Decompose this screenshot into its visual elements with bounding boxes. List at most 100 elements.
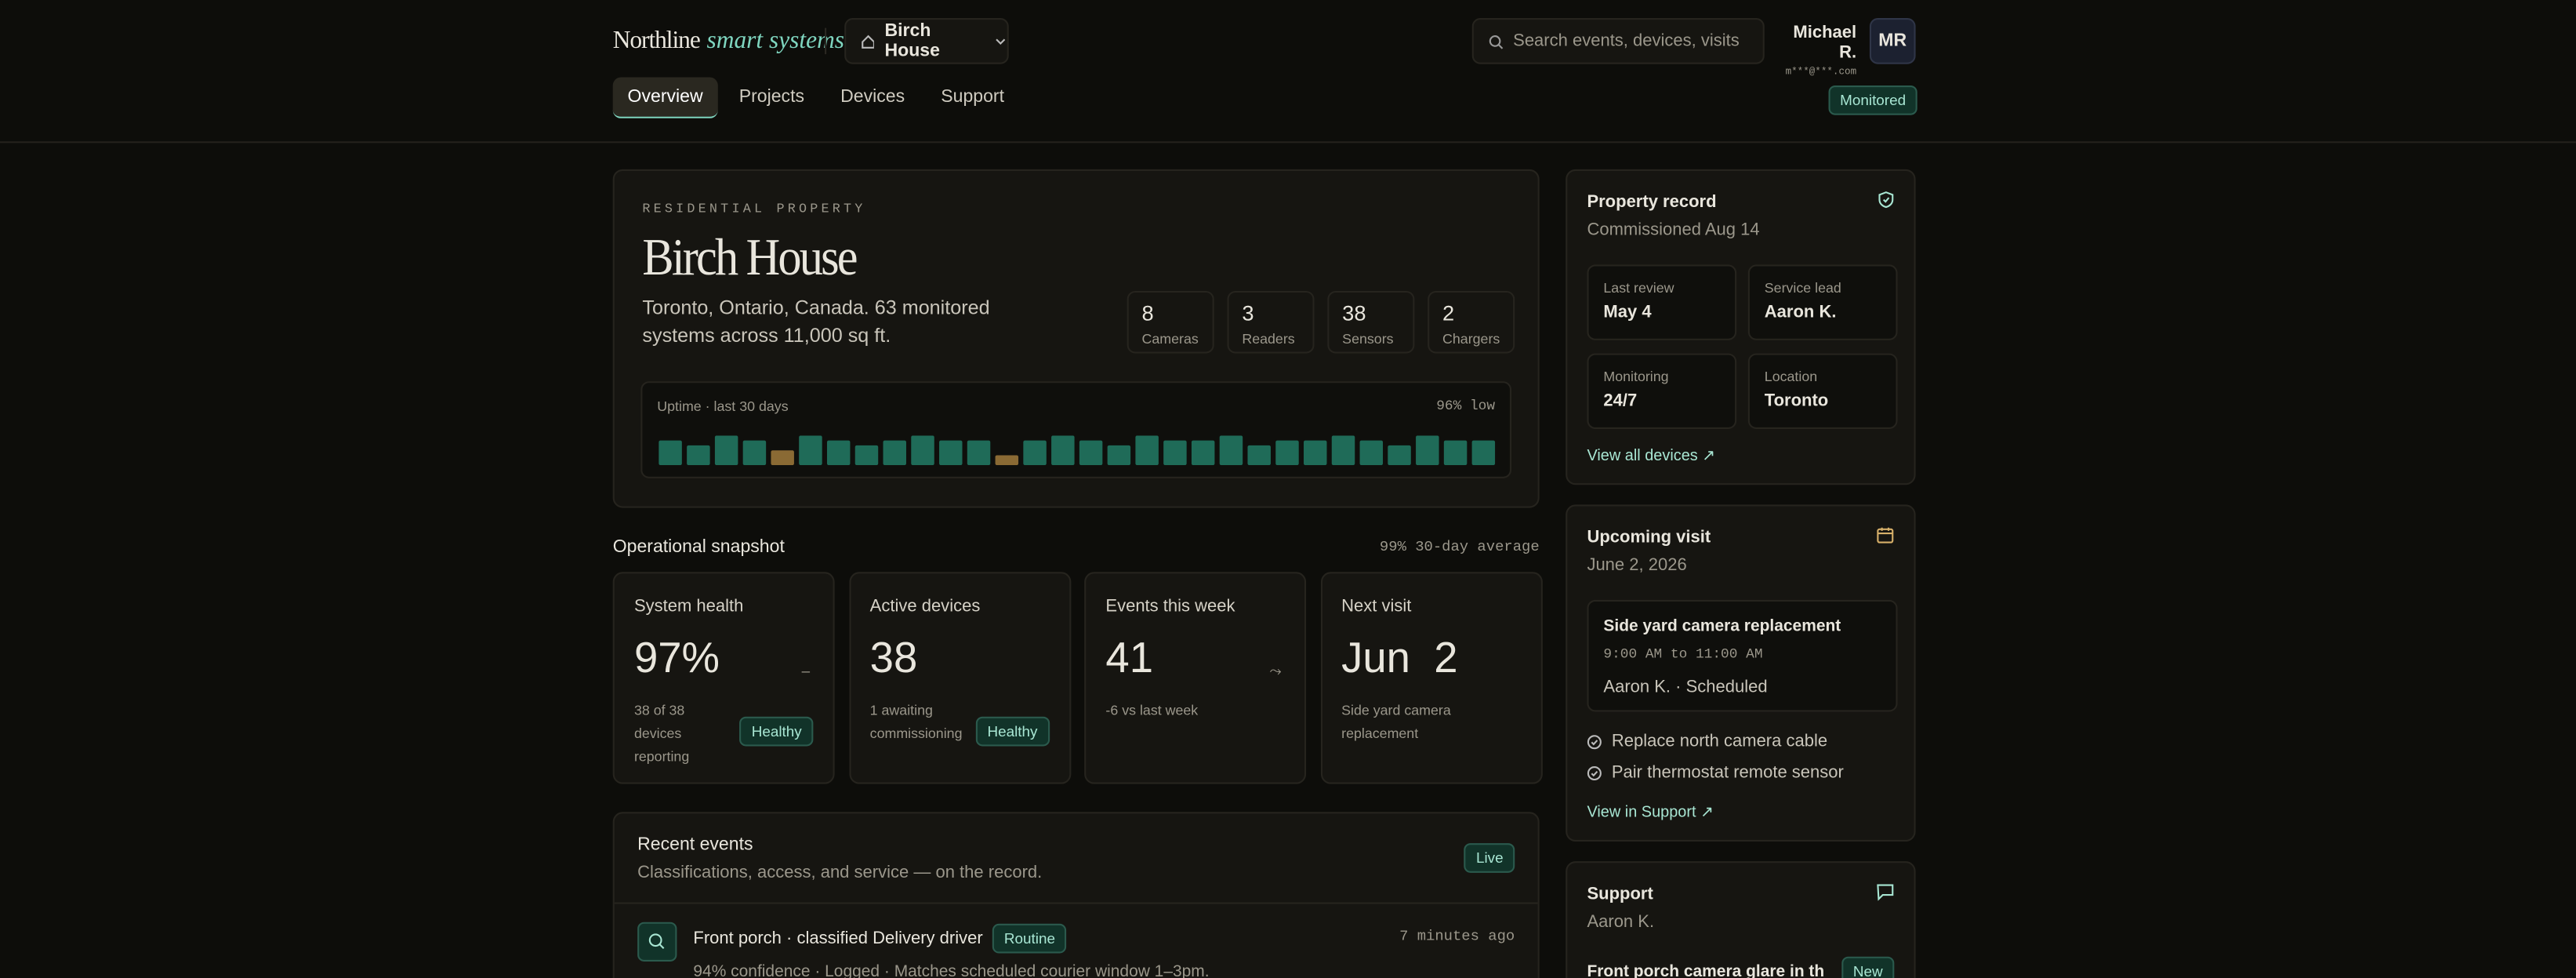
event-icon bbox=[637, 922, 677, 962]
uptime-bar bbox=[939, 440, 963, 466]
uptime-panel: Uptime · last 30 days 96% low bbox=[640, 381, 1512, 478]
uptime-bar bbox=[911, 435, 934, 466]
card-badge: Healthy bbox=[975, 716, 1050, 747]
record-subtitle: Commissioned Aug 14 bbox=[1587, 220, 1760, 240]
field-value: May 4 bbox=[1603, 302, 1652, 322]
record-link[interactable]: View all devices ↗ bbox=[1587, 447, 1715, 466]
tab[interactable]: Devices bbox=[840, 87, 905, 107]
task: Replace north camera cable bbox=[1587, 732, 1827, 751]
stat: 38 Sensors bbox=[1327, 290, 1415, 354]
uptime-bar bbox=[854, 445, 879, 466]
uptime-bar bbox=[1359, 440, 1384, 466]
support-card: Support Aaron K. Front porch camera glar… bbox=[1566, 861, 1916, 978]
uptime-bar bbox=[1163, 440, 1187, 466]
snapshot-card: Next visit Jun 2 Side yard camera replacem… bbox=[1319, 572, 1542, 784]
support-item[interactable]: Front porch camera glare in th... bbox=[1587, 963, 1826, 978]
link-text: View in Support bbox=[1587, 803, 1696, 822]
field-value: 24/7 bbox=[1603, 391, 1638, 411]
card-title: Next visit bbox=[1341, 596, 1412, 616]
divider bbox=[614, 902, 1538, 904]
card-note: 1 awaiting commissioning bbox=[869, 701, 963, 742]
uptime-bar bbox=[1051, 435, 1075, 466]
uptime-bar bbox=[1247, 445, 1271, 466]
stat-label: Readers bbox=[1242, 330, 1295, 347]
check-circle bbox=[1587, 734, 1602, 749]
property-switch[interactable]: Birch House bbox=[844, 18, 1009, 64]
visit-box[interactable]: Side yard camera replacement 9:00 AM to … bbox=[1587, 599, 1898, 712]
brand[interactable]: Northline smart systems bbox=[613, 27, 844, 56]
tab[interactable]: Support bbox=[941, 87, 1004, 107]
card-note: 38 of 38 devices reporting bbox=[633, 701, 690, 765]
card-note: Side yard camera replacement bbox=[1341, 701, 1451, 742]
uptime-bar bbox=[1107, 445, 1131, 466]
card-value: Jun 2 bbox=[1341, 632, 1458, 682]
divider bbox=[825, 27, 827, 55]
tabs: Overview Projects Devices Support bbox=[612, 77, 1019, 118]
event-detail: 94% confidence · Logged · Matches schedu… bbox=[693, 963, 1210, 978]
visit-time: 9:00 AM to 11:00 AM bbox=[1603, 645, 1763, 663]
property-name: Birch House bbox=[884, 21, 940, 61]
tab[interactable]: Overview bbox=[612, 77, 718, 118]
uptime-bar bbox=[967, 440, 991, 466]
event-row[interactable]: Front porch · classified Delivery driver… bbox=[693, 923, 1067, 954]
field-label: Location bbox=[1764, 368, 1818, 385]
visit-meta: Aaron K. · Scheduled bbox=[1603, 677, 1768, 697]
visit-card: Upcoming visit June 2, 2026 Side yard ca… bbox=[1566, 504, 1916, 842]
card-title: Active devices bbox=[869, 596, 981, 616]
uptime-bar bbox=[1388, 445, 1411, 466]
snapshot-title: Operational snapshot bbox=[612, 537, 785, 558]
hero-title: Birch House bbox=[642, 227, 858, 286]
uptime-summary: 96% low bbox=[1436, 398, 1496, 415]
snapshot-card: Active devices 38 1 awaiting commissioning… bbox=[848, 572, 1071, 784]
stat-label: Sensors bbox=[1342, 330, 1394, 347]
uptime-bar bbox=[1471, 440, 1496, 466]
support-badge: New bbox=[1841, 956, 1895, 978]
tab[interactable]: Projects bbox=[738, 87, 805, 107]
visit-link[interactable]: View in Support ↗ bbox=[1587, 803, 1714, 822]
uptime-bar bbox=[883, 440, 906, 466]
check-mark bbox=[1591, 739, 1598, 745]
avatar[interactable]: MR bbox=[1869, 18, 1916, 64]
snapshot-card: System health 97% – 38 of 38 devices report… bbox=[612, 572, 835, 784]
event-time: 7 minutes ago bbox=[1399, 929, 1515, 946]
card-value: 41 bbox=[1105, 632, 1154, 682]
uptime-bar bbox=[995, 455, 1019, 466]
search[interactable]: Search events, devices, visits bbox=[1471, 18, 1765, 64]
uptime-bar bbox=[1219, 435, 1243, 466]
card-value: 38 bbox=[869, 632, 918, 682]
calendar-icon bbox=[1877, 527, 1894, 544]
uptime-bar bbox=[799, 435, 822, 466]
hero-card: RESIDENTIAL PROPERTY Birch House Toronto… bbox=[612, 169, 1540, 508]
visit-title: Upcoming visit bbox=[1587, 527, 1711, 547]
card-note: -6 vs last week bbox=[1105, 701, 1199, 718]
events-title: Recent events bbox=[637, 834, 753, 855]
chevron bbox=[996, 38, 1007, 45]
uptime-bar bbox=[826, 440, 851, 466]
uptime-bar bbox=[687, 445, 710, 466]
uptime-bar bbox=[1416, 435, 1439, 466]
stat-value: 8 bbox=[1141, 300, 1154, 325]
snapshot-summary: 99% 30-day average bbox=[1379, 539, 1540, 556]
status-badge: Monitored bbox=[1828, 85, 1917, 115]
uptime-bar bbox=[1135, 435, 1159, 466]
header-border bbox=[0, 141, 2576, 144]
field-value: Toronto bbox=[1764, 391, 1829, 411]
card-value: 97% bbox=[633, 632, 720, 682]
link-text: View all devices bbox=[1587, 447, 1698, 466]
stat-value: 3 bbox=[1242, 300, 1254, 325]
check-circle bbox=[1587, 765, 1602, 780]
uptime-title: Uptime · last 30 days bbox=[657, 398, 789, 415]
stat-value: 2 bbox=[1442, 300, 1455, 325]
field-label: Last review bbox=[1603, 279, 1674, 296]
task-text: Replace north camera cable bbox=[1611, 731, 1828, 751]
task: Pair thermostat remote sensor bbox=[1587, 762, 1844, 783]
visit-date: June 2, 2026 bbox=[1587, 555, 1687, 576]
shield-icon bbox=[1878, 191, 1894, 209]
check-icon bbox=[1587, 734, 1602, 749]
user[interactable]: Michael R. m***@***.com bbox=[1780, 23, 1857, 77]
search-icon bbox=[1489, 35, 1504, 49]
card-badge: Healthy bbox=[740, 716, 814, 747]
card-trend: – bbox=[801, 662, 811, 679]
